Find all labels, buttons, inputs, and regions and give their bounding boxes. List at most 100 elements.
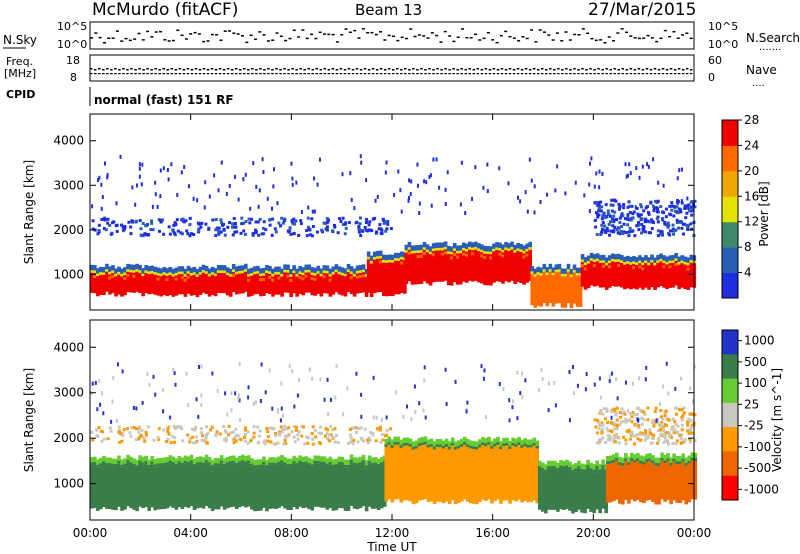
power-scatter-cell xyxy=(139,233,143,237)
velocity-band-fringe xyxy=(456,440,461,449)
velocity-speck xyxy=(187,403,190,408)
nave-point xyxy=(247,73,250,75)
power-band-edge xyxy=(301,272,306,276)
power-scatter-cell xyxy=(622,230,626,234)
nsky-point xyxy=(586,32,590,35)
power-band-edge xyxy=(449,251,454,255)
power-band-edge xyxy=(623,262,627,265)
power-band-core xyxy=(513,252,517,284)
power-band-edge xyxy=(219,270,224,274)
velocity-band-fringe xyxy=(204,454,209,463)
velocity-band-edge xyxy=(423,441,428,445)
power-scatter-cell xyxy=(620,225,624,229)
freq-point xyxy=(110,69,113,71)
velocity-scatter-cell xyxy=(604,407,608,411)
colorbar-swatch xyxy=(722,475,738,501)
power-speck xyxy=(589,161,592,166)
power-scatter-cell xyxy=(658,232,662,236)
power-scatter-cell xyxy=(368,220,372,224)
power-band-fringe xyxy=(641,257,645,266)
freq-point xyxy=(633,69,637,71)
power-band-fringe xyxy=(492,243,496,252)
power-band-fringe xyxy=(301,267,306,276)
power-speck xyxy=(170,162,173,167)
power-scatter-cell xyxy=(344,226,348,230)
colorbar-tick-label: 28 xyxy=(744,113,759,127)
velocity-band-edge xyxy=(325,463,330,467)
velocity-band-core xyxy=(678,464,683,503)
velocity-speck xyxy=(230,391,233,396)
power-speck xyxy=(291,182,294,187)
power-scatter-cell xyxy=(306,225,310,229)
power-band-core xyxy=(644,263,648,288)
velocity-ytick-label: 3000 xyxy=(53,386,84,400)
velocity-band-core xyxy=(210,467,215,512)
velocity-band-core xyxy=(168,463,173,507)
power-band-core xyxy=(150,273,155,294)
power-band-core xyxy=(286,272,290,293)
power-band-streak xyxy=(443,251,448,255)
power-band-fringe xyxy=(334,264,339,273)
power-band-fringe xyxy=(623,256,627,265)
power-band-core xyxy=(638,263,642,288)
power-band-core xyxy=(129,272,133,293)
power-scatter-cell xyxy=(240,222,244,226)
power-band-core xyxy=(689,262,694,288)
velocity-scatter-cell xyxy=(280,430,284,434)
velocity-scatter-cell xyxy=(606,429,610,433)
power-band-edge xyxy=(522,250,526,254)
nsky-point xyxy=(482,37,486,40)
power-scatter-cell xyxy=(653,199,657,203)
power-speck xyxy=(416,162,419,167)
velocity-speck xyxy=(423,378,426,383)
velocity-scatter-cell xyxy=(672,431,676,435)
velocity-scatter-cell xyxy=(181,439,185,443)
velocity-band-fringe xyxy=(630,452,634,461)
velocity-speck xyxy=(380,417,383,422)
power-band-core xyxy=(668,263,672,288)
velocity-scatter-cell xyxy=(366,438,370,442)
freq-point xyxy=(404,68,407,70)
power-band-streak xyxy=(554,274,559,278)
velocity-speck xyxy=(311,376,314,381)
nsky-point xyxy=(650,37,654,39)
velocity-scatter-cell xyxy=(378,425,382,429)
power-band-fringe xyxy=(225,267,230,276)
power-band-core xyxy=(407,249,412,282)
velocity-band-fringe xyxy=(90,457,94,466)
power-scatter-cell xyxy=(603,229,607,233)
velocity-speck xyxy=(626,408,629,413)
freq-point xyxy=(589,68,592,70)
power-band-fringe xyxy=(358,264,363,273)
freq-point xyxy=(251,68,254,70)
power-band-edge xyxy=(135,269,139,272)
velocity-scatter-cell xyxy=(646,434,650,438)
velocity-scatter-cell xyxy=(664,424,668,428)
power-band-core xyxy=(507,251,511,283)
nave-point xyxy=(343,73,347,75)
velocity-band-core xyxy=(228,463,233,508)
power-scatter-cell xyxy=(190,232,194,236)
freq-point xyxy=(416,69,419,71)
power-scatter-cell xyxy=(159,219,163,223)
velocity-band-fringe xyxy=(298,455,302,464)
colorbar-swatch xyxy=(722,196,738,223)
beam-title: Beam 13 xyxy=(355,1,422,19)
freq-point xyxy=(90,68,93,70)
nsky-point xyxy=(663,29,667,32)
power-band-fringe xyxy=(419,244,424,253)
nsky-point xyxy=(461,28,465,30)
nave-point xyxy=(303,73,306,75)
freq-point xyxy=(190,69,194,71)
power-band-core xyxy=(665,264,669,290)
power-scatter-cell xyxy=(97,223,101,227)
velocity-scatter-cell xyxy=(354,426,358,430)
power-band-streak xyxy=(355,275,360,279)
power-band-fringe xyxy=(632,256,636,265)
power-band-edge xyxy=(213,273,218,277)
freq-point xyxy=(496,69,500,71)
velocity-band-edge xyxy=(156,463,161,467)
power-scatter-cell xyxy=(609,229,613,233)
power-band-fringe xyxy=(253,266,257,275)
power-band-fringe xyxy=(274,266,278,275)
